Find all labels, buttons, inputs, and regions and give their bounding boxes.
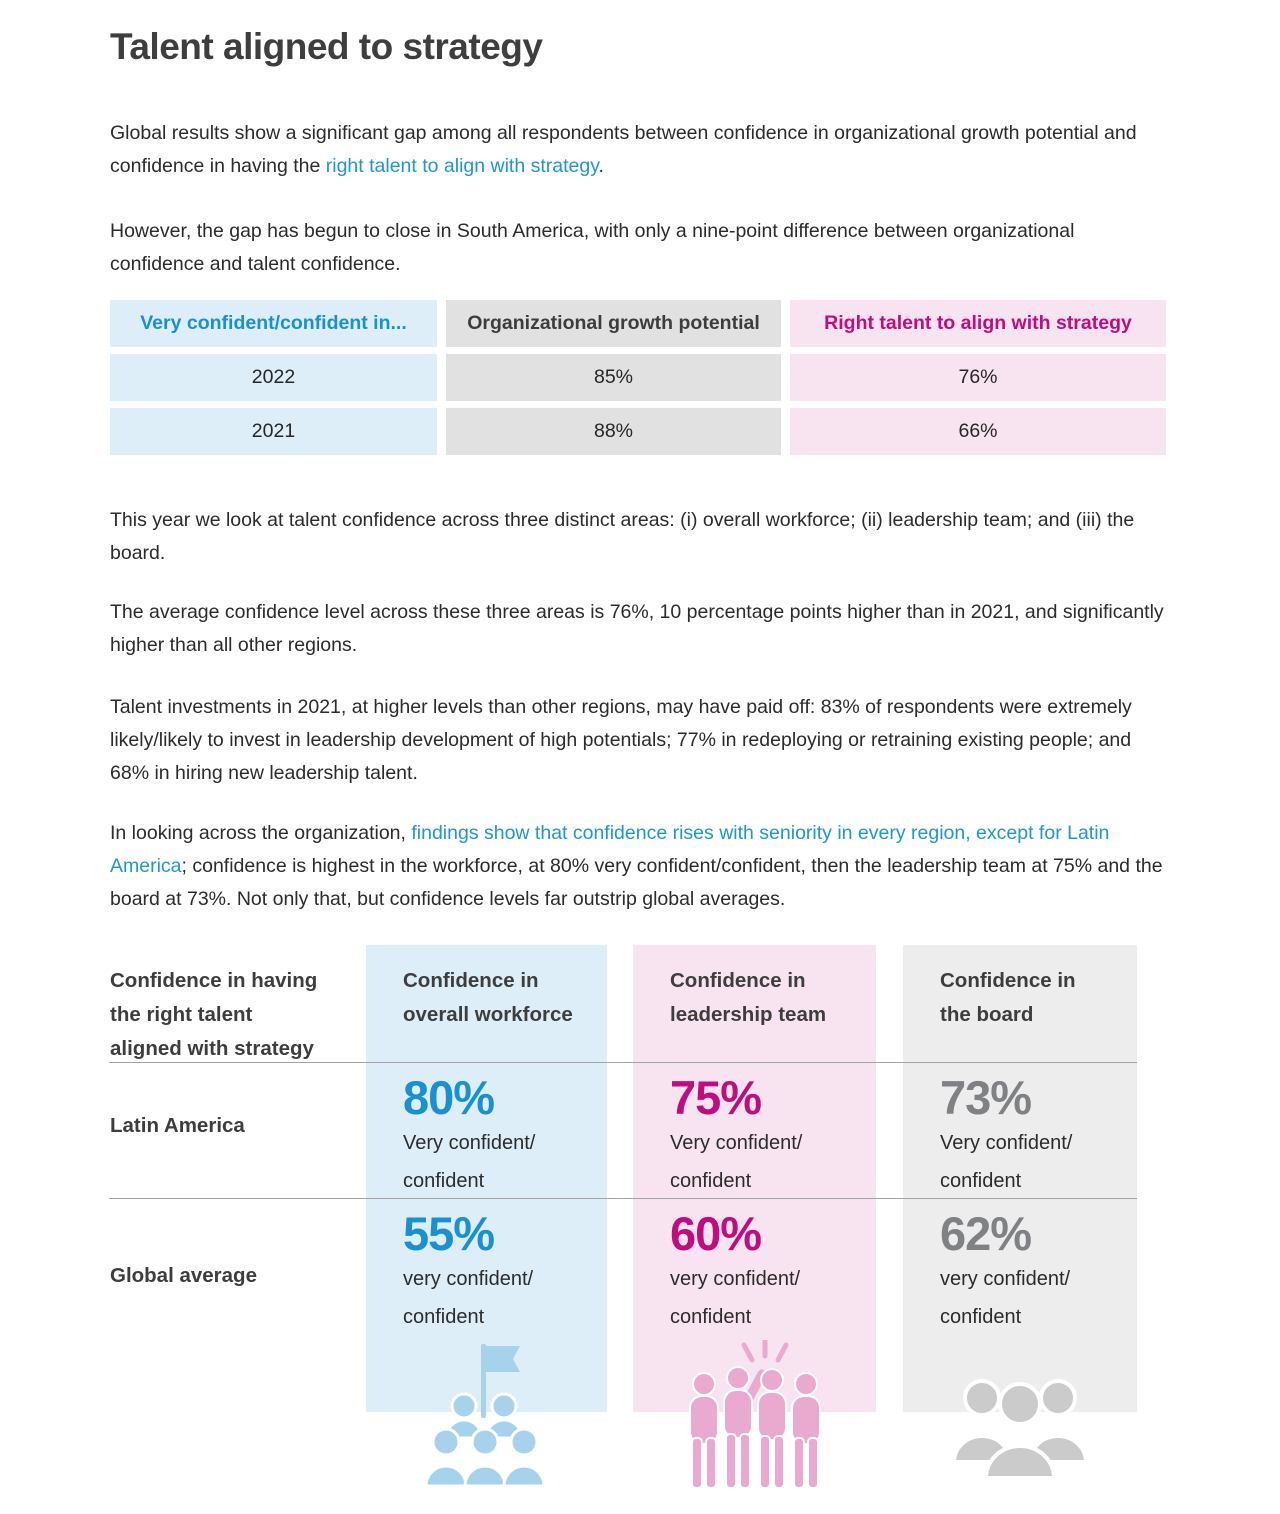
value-latin-america-leadership: 75% <box>670 1071 762 1124</box>
summary-cell-talent-2021: 66% <box>790 408 1166 455</box>
workforce-column-background <box>366 945 607 1412</box>
workforce-flag-icon <box>424 1338 548 1495</box>
summary-table-header-growth: Organizational growth potential <box>446 300 781 347</box>
value-latin-america-workforce: 80% <box>403 1071 495 1124</box>
leadership-team-icon <box>672 1338 837 1495</box>
column-title-overall-workforce: Confidence in overall workforce <box>403 969 573 1026</box>
link-right-talent[interactable]: right talent to align with strategy <box>325 155 599 177</box>
value-global-average-workforce: 55% <box>403 1207 495 1260</box>
summary-table: Very confident/confident in... Organizat… <box>110 300 1167 455</box>
row-divider <box>109 1198 1137 1199</box>
paragraph-three-areas: This year we look at talent confidence a… <box>110 509 1135 564</box>
value-latin-america-board: 73% <box>940 1071 1032 1124</box>
paragraph-text: Global results show a significant gap am… <box>110 122 1137 177</box>
caption-latin-america-board: Very confident/ confident <box>940 1132 1073 1192</box>
summary-cell-growth-2022: 85% <box>446 354 781 401</box>
summary-cell-year-2021: 2021 <box>110 408 437 455</box>
board-members-icon <box>950 1372 1090 1487</box>
summary-cell-talent-2022: 76% <box>790 354 1166 401</box>
value-global-average-board: 62% <box>940 1207 1032 1260</box>
caption-latin-america-leadership: Very confident/ confident <box>670 1132 803 1192</box>
row-divider <box>109 1062 1137 1063</box>
paragraph-talent-investments: Talent investments in 2021, at higher le… <box>110 696 1132 784</box>
summary-table-header-confident-in: Very confident/confident in... <box>110 300 437 347</box>
paragraph-seniority: In looking across the organization, find… <box>110 817 1168 916</box>
leadership-column-background <box>633 945 876 1412</box>
column-title-leadership-team: Confidence in leadership team <box>670 969 827 1026</box>
caption-latin-america-workforce: Very confident/ confident <box>403 1132 536 1192</box>
paragraph-global-results: Global results show a significant gap am… <box>110 117 1168 183</box>
paragraph-gap-closing: However, the gap has begun to close in S… <box>110 220 1075 275</box>
paragraph-text: ; confidence is highest in the workforce… <box>110 855 1163 910</box>
caption-global-average-board: very confident/ confident <box>940 1268 1071 1328</box>
paragraph-text: In looking across the organization, <box>110 822 412 844</box>
page-title: Talent aligned to strategy <box>110 26 543 67</box>
link-findings-seniority[interactable]: findings show that confidence rises with… <box>110 822 1110 877</box>
summary-cell-year-2022: 2022 <box>110 354 437 401</box>
value-global-average-leadership: 60% <box>670 1207 762 1260</box>
summary-table-header-talent: Right talent to align with strategy <box>790 300 1166 347</box>
row-label-global-average: Global average <box>110 1264 257 1287</box>
caption-global-average-workforce: very confident/ confident <box>403 1268 534 1328</box>
paragraph-text: . <box>598 155 604 177</box>
summary-cell-growth-2021: 88% <box>446 408 781 455</box>
confidence-table-row-header: Confidence in having the right talent al… <box>110 969 318 1060</box>
paragraph-average-confidence: The average confidence level across thes… <box>110 601 1164 656</box>
caption-global-average-leadership: very confident/ confident <box>670 1268 801 1328</box>
board-column-background <box>903 945 1137 1412</box>
column-title-the-board: Confidence in the board <box>940 969 1076 1026</box>
row-label-latin-america: Latin America <box>110 1114 245 1137</box>
